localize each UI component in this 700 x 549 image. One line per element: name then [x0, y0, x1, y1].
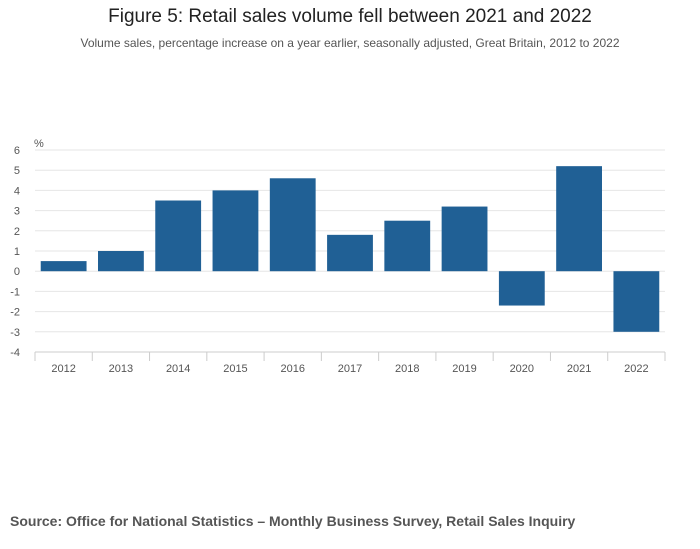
y-tick-label: -4 — [10, 347, 20, 359]
x-tick-label: 2022 — [624, 363, 648, 375]
bar-2020[interactable] — [498, 271, 545, 306]
bar-2017[interactable] — [327, 234, 373, 272]
y-tick-label: 1 — [14, 246, 20, 258]
source-note: Source: Office for National Statistics –… — [10, 513, 576, 529]
y-tick-label: 5 — [14, 165, 20, 177]
y-tick-label: 6 — [14, 145, 20, 157]
bar-2014[interactable] — [155, 200, 202, 272]
axes: 6 5 4 3 2 1 0 -1 -2 -3 -4% 2012 2013 2014 2015 2016 2017… — [10, 138, 666, 375]
y-tick-label: 4 — [14, 185, 20, 197]
x-tick-label: 2019 — [452, 363, 476, 375]
bar-2021[interactable] — [556, 166, 602, 272]
x-tick-label: 2021 — [567, 363, 591, 375]
x-tick-label: 2013 — [109, 363, 133, 375]
y-tick-label: 2 — [14, 226, 20, 238]
x-tick-label: 2020 — [510, 363, 534, 375]
x-tick-label: 2014 — [166, 363, 190, 375]
x-tick-label: 2015 — [223, 363, 247, 375]
bar-2022[interactable] — [613, 271, 660, 332]
y-tick-label: -1 — [10, 286, 20, 298]
bar-2013[interactable] — [98, 251, 144, 272]
bar-2016[interactable] — [269, 178, 316, 272]
y-tick-label: -2 — [10, 307, 20, 319]
bar-2018[interactable] — [384, 220, 431, 272]
y-tick-label: -3 — [10, 327, 20, 339]
x-tick-label: 2017 — [338, 363, 362, 375]
bar-2019[interactable] — [441, 206, 488, 272]
x-tick-label: 2016 — [280, 363, 304, 375]
x-tick-label: 2018 — [395, 363, 419, 375]
bars — [40, 166, 660, 332]
chart-subtitle: Volume sales, percentage increase on a y… — [80, 36, 620, 50]
y-tick-label: 0 — [14, 266, 20, 278]
y-axis-label: % — [34, 138, 44, 150]
chart-title: Figure 5: Retail sales volume fell betwe… — [108, 6, 592, 27]
x-tick-label: 2012 — [51, 363, 75, 375]
bar-2015[interactable] — [212, 190, 259, 272]
y-tick-label: 3 — [14, 206, 20, 218]
bar-2012[interactable] — [40, 261, 87, 272]
